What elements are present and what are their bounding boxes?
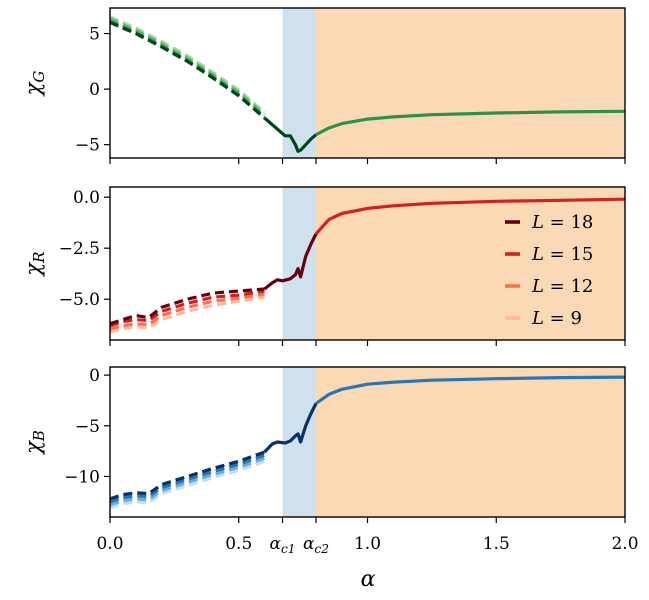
y-tick-label: −10 — [64, 467, 100, 487]
x-tick-label: 2.0 — [611, 534, 638, 554]
series-ordered — [315, 109, 625, 137]
x-tick-label: 0.5 — [225, 534, 252, 554]
y-axis-label: χB — [21, 430, 48, 456]
ordered-region — [316, 187, 625, 340]
series-dashed-L9 — [110, 459, 266, 510]
ordered-region — [316, 8, 625, 158]
series-dashed-L18 — [110, 450, 266, 501]
x-tick-label: 0.0 — [96, 534, 123, 554]
series-dashed-L12 — [110, 456, 266, 507]
legend: L = 18 L = 15 L = 12 L = 9 — [505, 212, 593, 329]
series-critical — [263, 402, 318, 454]
series-dashed-L12 — [110, 17, 266, 116]
critical-band — [282, 8, 316, 158]
x-tick-label: 1.0 — [354, 534, 381, 554]
y-tick-label: −5 — [75, 136, 100, 156]
series-dashed-L12 — [110, 292, 265, 331]
y-axis-label: χG — [21, 71, 48, 98]
series-critical — [263, 233, 318, 291]
series-critical — [263, 116, 318, 153]
y-axis-label: χR — [21, 251, 48, 277]
y-tick-label: 0.0 — [73, 188, 100, 208]
legend-label: L = 18 — [531, 212, 593, 233]
panel-G: 5 0 −5 χG — [21, 7, 626, 164]
y-tick-label: 0 — [89, 80, 100, 100]
x-tick-label: αc2 — [303, 534, 329, 556]
critical-band — [282, 187, 316, 340]
series-ordered — [314, 197, 625, 235]
x-axis-label: α — [361, 567, 376, 592]
legend-label: L = 9 — [531, 308, 582, 329]
series-dashed-L15 — [110, 289, 265, 328]
panel-B: 0 −5 −10 χB — [21, 366, 626, 523]
y-tick-label: −5 — [75, 417, 100, 437]
y-tick-label: −5.0 — [59, 290, 100, 310]
series-dashed-L18 — [110, 20, 266, 120]
series-dashed-L15 — [110, 453, 266, 504]
ordered-region — [316, 367, 625, 517]
series-dashed-L9 — [110, 15, 266, 114]
series-dashed-L9 — [110, 295, 265, 334]
legend-label: L = 15 — [531, 244, 593, 265]
y-tick-label: −2.5 — [59, 239, 100, 259]
y-tick-label: 0 — [89, 366, 100, 386]
series-ordered — [315, 375, 625, 405]
series-dashed-L15 — [110, 19, 266, 119]
y-tick-label: 5 — [89, 25, 100, 45]
x-tick-label: αc1 — [269, 534, 295, 556]
panels: 5 0 −5 χG 0.0 −2.5 −5.0 χR 0 −5 −10 χB 0.0 0.5 αc1 αc2 1… — [21, 7, 639, 556]
x-tick-label: 1.5 — [483, 534, 510, 554]
legend-label: L = 12 — [531, 276, 593, 297]
panel-R: 0.0 −2.5 −5.0 χR — [21, 186, 626, 346]
series-dashed-L18 — [110, 287, 265, 326]
